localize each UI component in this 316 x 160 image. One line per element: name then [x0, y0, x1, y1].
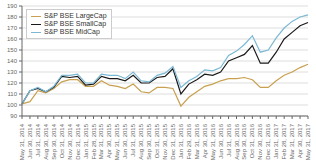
svg-text:May 31, 2014: May 31, 2014 [19, 123, 25, 160]
svg-text:160: 160 [8, 36, 18, 42]
svg-text:Aug 30, 2014: Aug 30, 2014 [43, 123, 49, 159]
svg-text:170: 170 [8, 25, 18, 31]
svg-text:Oct 31, 2014: Oct 31, 2014 [59, 123, 65, 158]
svg-text:Mar 31, 2017: Mar 31, 2017 [289, 123, 295, 159]
html-text:S&P BSE MidCap: S&P BSE MidCap [44, 28, 100, 35]
svg-text:Nov 30, 2014: Nov 30, 2014 [67, 123, 73, 159]
svg-text:Sep 30, 2016: Sep 30, 2016 [241, 123, 247, 159]
svg-text:90: 90 [10, 113, 17, 119]
svg-text:180: 180 [8, 14, 18, 20]
svg-text:Feb 29, 2016: Feb 29, 2016 [186, 123, 192, 159]
svg-text:Sep 30, 2015: Sep 30, 2015 [146, 123, 152, 159]
svg-text:Jun 30, 2015: Jun 30, 2015 [122, 123, 128, 158]
svg-text:Apr 30, 2016: Apr 30, 2016 [202, 123, 208, 158]
svg-text:Nov 30, 2016: Nov 30, 2016 [257, 123, 263, 159]
svg-text:May 31, 2017: May 31, 2017 [305, 123, 308, 160]
svg-text:Apr 30, 2015: Apr 30, 2015 [106, 123, 112, 158]
svg-text:Jan 31, 2017: Jan 31, 2017 [273, 123, 279, 158]
svg-text:Mar 31, 2016: Mar 31, 2016 [194, 123, 200, 159]
svg-text:140: 140 [8, 58, 18, 64]
svg-text:Oct 31, 2015: Oct 31, 2015 [154, 123, 160, 158]
svg-text:Oct 31, 2016: Oct 31, 2016 [249, 123, 255, 158]
svg-text:100: 100 [8, 102, 18, 108]
svg-text:Dec 31, 2015: Dec 31, 2015 [170, 123, 176, 159]
svg-text:150: 150 [8, 47, 18, 53]
svg-text:Jul 31, 2016: Jul 31, 2016 [226, 123, 232, 156]
svg-text:Feb 28, 2015: Feb 28, 2015 [91, 123, 97, 159]
svg-text:Dec 31, 2014: Dec 31, 2014 [75, 123, 81, 159]
svg-text:May 31, 2015: May 31, 2015 [114, 123, 120, 160]
svg-text:Apr 30, 2017: Apr 30, 2017 [297, 123, 303, 158]
svg-text:May 31, 2016: May 31, 2016 [210, 123, 216, 160]
svg-text:110: 110 [8, 91, 18, 97]
svg-text:Aug 30, 2015: Aug 30, 2015 [138, 123, 144, 159]
svg-text:Jan 31, 2015: Jan 31, 2015 [83, 123, 89, 158]
svg-text:Nov 30, 2015: Nov 30, 2015 [162, 123, 168, 159]
svg-text:120: 120 [8, 80, 18, 86]
svg-text:Mar 31, 2015: Mar 31, 2015 [98, 123, 104, 159]
svg-text:190: 190 [8, 3, 18, 9]
html-text:S&P BSE SmallCap: S&P BSE SmallCap [44, 20, 107, 27]
html-text:S&P BSE LargeCap: S&P BSE LargeCap [44, 12, 107, 19]
svg-text:Jan 31, 2016: Jan 31, 2016 [178, 123, 184, 158]
svg-text:Feb 28, 2017: Feb 28, 2017 [281, 123, 287, 159]
svg-text:Jun 30, 2014: Jun 30, 2014 [27, 123, 33, 158]
svg-text:Dec 31, 2016: Dec 31, 2016 [265, 123, 271, 159]
svg-text:Aug 30, 2016: Aug 30, 2016 [234, 123, 240, 159]
svg-text:Jul 31, 2015: Jul 31, 2015 [130, 123, 136, 156]
svg-text:Jun 30, 2016: Jun 30, 2016 [218, 123, 224, 158]
svg-text:130: 130 [8, 69, 18, 75]
svg-text:Sep 30, 2014: Sep 30, 2014 [51, 123, 57, 159]
svg-text:Jul 31, 2014: Jul 31, 2014 [35, 123, 41, 156]
